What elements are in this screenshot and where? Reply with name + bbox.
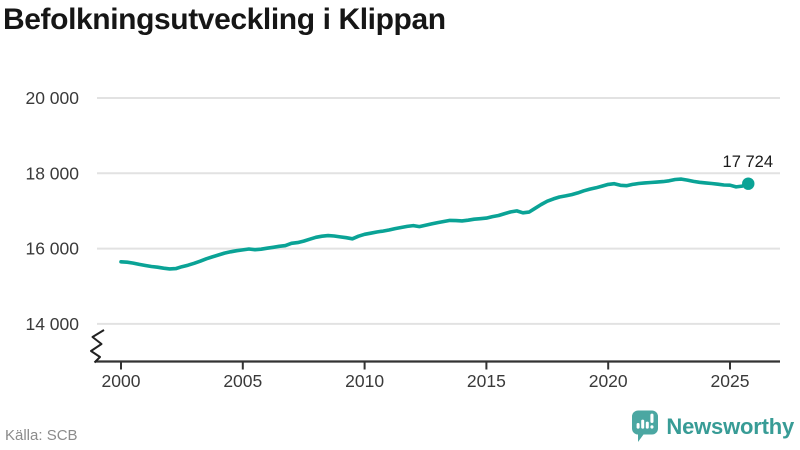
x-tick-label: 2000 xyxy=(102,371,141,391)
newsworthy-bubble-icon xyxy=(632,410,659,442)
latest-point-marker xyxy=(742,177,755,190)
latest-value-label: 17 724 xyxy=(723,153,773,171)
x-tick-label: 2005 xyxy=(223,371,262,391)
source-note: Källa: SCB xyxy=(5,427,78,444)
y-tick-label: 14 000 xyxy=(25,314,79,334)
y-tick-label: 16 000 xyxy=(25,239,79,259)
population-line xyxy=(119,177,751,271)
x-tick-label: 2010 xyxy=(345,371,384,391)
y-tick-label: 20 000 xyxy=(25,88,79,108)
newsworthy-logo: Newsworthy xyxy=(631,410,794,443)
x-tick-label: 2015 xyxy=(467,371,506,391)
x-tick-label: 2020 xyxy=(589,371,628,391)
chart-title: Befolkningsutveckling i Klippan xyxy=(3,3,446,36)
y-tick-label: 18 000 xyxy=(25,163,79,183)
x-tick-label: 2025 xyxy=(711,371,750,391)
newsworthy-wordmark: Newsworthy xyxy=(666,413,794,439)
y-axis-break-icon xyxy=(90,329,105,364)
